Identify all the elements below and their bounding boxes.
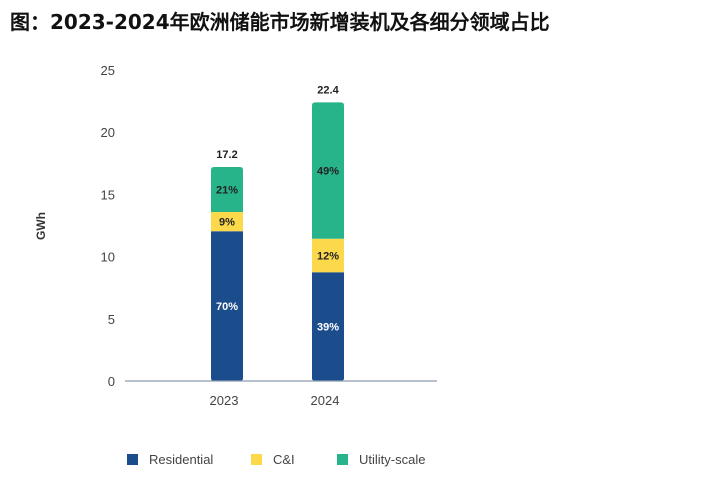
- legend-swatch: [127, 454, 138, 465]
- bar-segment-residential-2024: [312, 272, 344, 381]
- legend-label: C&I: [273, 452, 295, 467]
- legend-swatch: [251, 454, 262, 465]
- x-tick-label: 2024: [311, 393, 340, 408]
- legend-label: Utility-scale: [359, 452, 425, 467]
- legend-swatch: [337, 454, 348, 465]
- bar-total-label: 17.2: [216, 149, 237, 161]
- bar-percent-label: 12%: [317, 251, 339, 263]
- bar-segment-residential-2023: [211, 231, 243, 381]
- bar-total-label: 22.4: [317, 84, 339, 96]
- bar-percent-label: 9%: [219, 217, 235, 229]
- bar-percent-label: 39%: [317, 322, 339, 334]
- legend-label: Residential: [149, 452, 213, 467]
- y-axis-label: GWh: [34, 212, 48, 240]
- y-tick-label: 0: [108, 374, 115, 389]
- bar-segment-c-i-2024: [312, 238, 344, 273]
- bar-segment-c-i-2023: [211, 211, 243, 232]
- y-tick-label: 5: [108, 312, 115, 327]
- chart-title: 图：2023-2024年欧洲储能市场新增装机及各细分领域占比: [10, 10, 550, 34]
- bar-percent-label: 49%: [317, 166, 339, 178]
- bar-percent-label: 21%: [216, 184, 238, 196]
- y-tick-label: 15: [101, 187, 115, 202]
- y-tick-label: 20: [101, 125, 115, 140]
- bar-segment-utility-scale-2024: [312, 102, 344, 239]
- bar-percent-label: 70%: [216, 301, 238, 313]
- y-tick-label: 25: [101, 63, 115, 78]
- x-tick-label: 2023: [210, 393, 239, 408]
- y-tick-label: 10: [101, 250, 115, 265]
- bar-segment-utility-scale-2023: [211, 167, 243, 212]
